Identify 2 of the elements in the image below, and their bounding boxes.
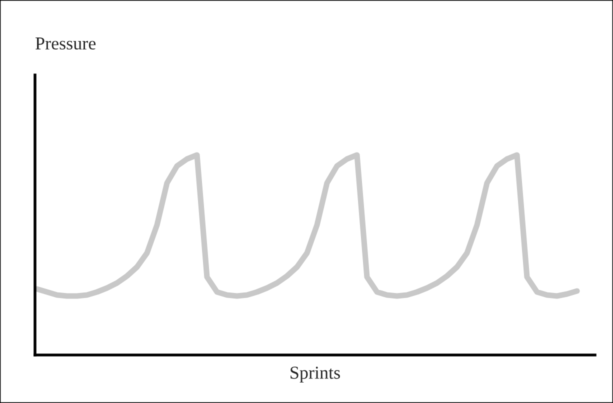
text: Pressure — [36, 38, 96, 50]
x-axis-title: Sprints — [290, 366, 340, 382]
